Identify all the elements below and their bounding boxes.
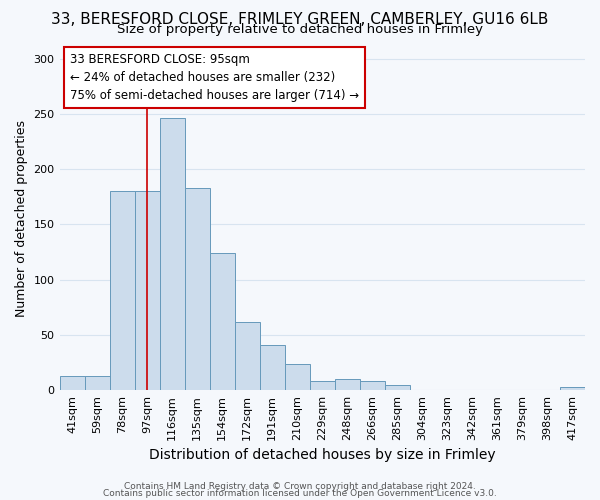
Bar [235, 322, 260, 390]
Bar [285, 364, 310, 390]
Bar [185, 188, 209, 390]
Text: Contains public sector information licensed under the Open Government Licence v3: Contains public sector information licen… [103, 489, 497, 498]
Bar [59, 376, 85, 390]
Bar [335, 379, 360, 390]
Bar [160, 118, 185, 390]
Y-axis label: Number of detached properties: Number of detached properties [15, 120, 28, 318]
Text: 33, BERESFORD CLOSE, FRIMLEY GREEN, CAMBERLEY, GU16 6LB: 33, BERESFORD CLOSE, FRIMLEY GREEN, CAMB… [52, 12, 548, 28]
Bar [209, 253, 235, 390]
Bar [360, 382, 385, 390]
Bar [560, 387, 585, 390]
Bar [110, 191, 134, 390]
X-axis label: Distribution of detached houses by size in Frimley: Distribution of detached houses by size … [149, 448, 496, 462]
Bar [134, 191, 160, 390]
Bar [85, 376, 110, 390]
Text: Size of property relative to detached houses in Frimley: Size of property relative to detached ho… [117, 22, 483, 36]
Text: Contains HM Land Registry data © Crown copyright and database right 2024.: Contains HM Land Registry data © Crown c… [124, 482, 476, 491]
Bar [310, 382, 335, 390]
Text: 33 BERESFORD CLOSE: 95sqm
← 24% of detached houses are smaller (232)
75% of semi: 33 BERESFORD CLOSE: 95sqm ← 24% of detac… [70, 52, 359, 102]
Bar [260, 345, 285, 390]
Bar [385, 384, 410, 390]
